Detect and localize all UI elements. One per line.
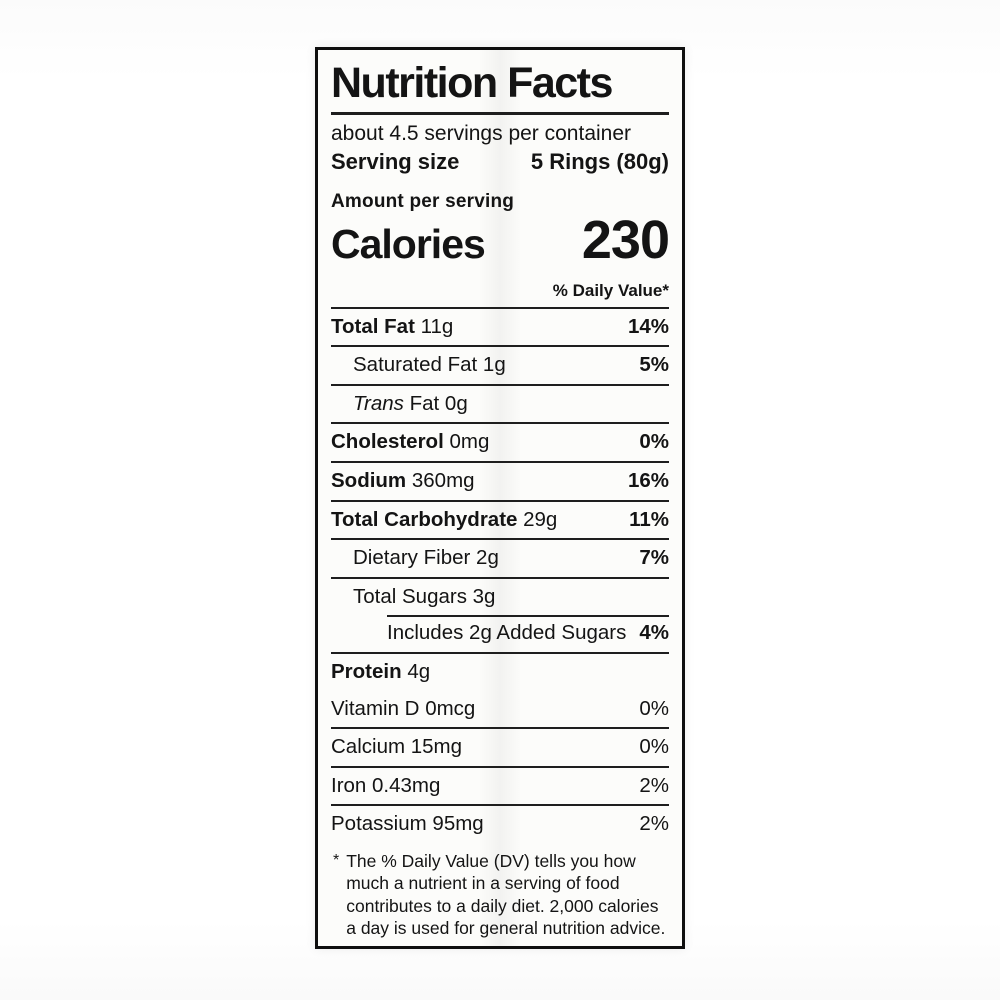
nutrient-amount: 4g	[407, 659, 431, 683]
nutrient-name: Dietary Fiber	[353, 546, 471, 570]
vitamin-amount: 15mg	[410, 735, 463, 759]
nutrient-amount: 0mg	[449, 430, 490, 454]
nutrient-name: Includes 2g Added Sugars	[387, 621, 627, 645]
nutrient-row: Includes 2g Added Sugars 4%	[331, 615, 669, 652]
vitamin-row: Potassium 95mg 2%	[331, 804, 669, 843]
nutrient-row: Sodium 360mg 16%	[331, 461, 669, 500]
calories-row: Calories 230	[331, 209, 670, 270]
vitamin-name: Iron	[331, 773, 367, 797]
vitamin-name: Potassium	[331, 812, 427, 836]
amount-per-serving-label: Amount per serving	[331, 190, 515, 212]
footnote: * The % Daily Value (DV) tells you how m…	[331, 843, 669, 940]
nutrient-amount: 360mg	[411, 469, 475, 492]
serving-size-label: Serving size	[331, 148, 460, 174]
nutrient-name: Sodium	[331, 469, 407, 492]
nutrient-amount: 29g	[523, 507, 558, 531]
nutrient-row: Protein 4g	[331, 651, 669, 691]
vitamin-amount: 95mg	[432, 812, 484, 836]
nutrient-dv: 16%	[627, 469, 669, 492]
calories-label: Calories	[331, 220, 486, 267]
daily-value-header: % Daily Value*	[552, 280, 669, 300]
nutrient-row: Total Sugars 3g	[331, 576, 669, 616]
servings-per-container: about 4.5 servings per container	[331, 122, 632, 146]
nutrient-dv: 14%	[627, 314, 669, 338]
vitamin-dv: 0%	[639, 735, 669, 759]
nutrient-name-italic: Trans	[353, 391, 404, 415]
nutrient-dv: 4%	[639, 621, 669, 645]
nutrient-name: Total Carbohydrate	[331, 507, 518, 531]
footnote-text: The % Daily Value (DV) tells you how muc…	[346, 850, 666, 939]
nutrient-name: Total Sugars	[353, 584, 467, 608]
serving-size-row: Serving size 5 Rings (80g)	[331, 147, 669, 184]
calories-value: 230	[581, 209, 670, 270]
nutrient-name: Fat	[409, 391, 440, 415]
footnote-asterisk: *	[333, 851, 340, 869]
vitamin-name: Vitamin D	[331, 696, 420, 720]
vitamin-row: Vitamin D 0mcg 0%	[331, 691, 669, 728]
vitamin-row: Iron 0.43mg 2%	[331, 765, 669, 805]
nutrient-name: Protein	[331, 659, 402, 683]
nutrient-name: Total Fat	[331, 314, 415, 338]
nutrient-dv: 7%	[639, 546, 669, 570]
vitamin-row: Calcium 15mg 0%	[331, 727, 669, 766]
label-title: Nutrition Facts	[331, 56, 669, 116]
vitamin-amount: 0mcg	[425, 696, 476, 720]
nutrient-row: Dietary Fiber 2g 7%	[331, 538, 669, 577]
vitamin-dv: 2%	[639, 773, 669, 797]
nutrient-row: Trans Fat 0g	[331, 383, 669, 423]
nutrition-facts-label: Nutrition Facts about 4.5 servings per c…	[315, 47, 685, 949]
vitamin-amount: 0.43mg	[372, 773, 441, 797]
nutrient-name: Saturated Fat	[353, 353, 478, 377]
nutrient-row: Total Fat 11g 14%	[331, 306, 669, 346]
nutrient-amount: 11g	[420, 314, 454, 338]
nutrient-row: Saturated Fat 1g 5%	[331, 345, 669, 384]
nutrient-dv: 11%	[629, 507, 669, 531]
nutrient-amount: 1g	[482, 353, 506, 377]
serving-size-value: 5 Rings (80g)	[530, 148, 669, 174]
nutrient-dv: 0%	[639, 430, 669, 454]
nutrient-dv: 5%	[639, 353, 669, 377]
nutrient-amount: 3g	[472, 584, 496, 608]
nutrient-amount: 2g	[476, 546, 499, 570]
vitamin-dv: 0%	[639, 696, 669, 720]
nutrient-amount: 0g	[444, 391, 468, 415]
vitamin-name: Calcium	[331, 735, 406, 759]
vitamin-dv: 2%	[639, 812, 669, 836]
nutrient-row: Total Carbohydrate 29g 11%	[331, 499, 669, 539]
nutrient-row: Cholesterol 0mg 0%	[331, 422, 669, 461]
nutrient-name: Cholesterol	[331, 430, 444, 454]
